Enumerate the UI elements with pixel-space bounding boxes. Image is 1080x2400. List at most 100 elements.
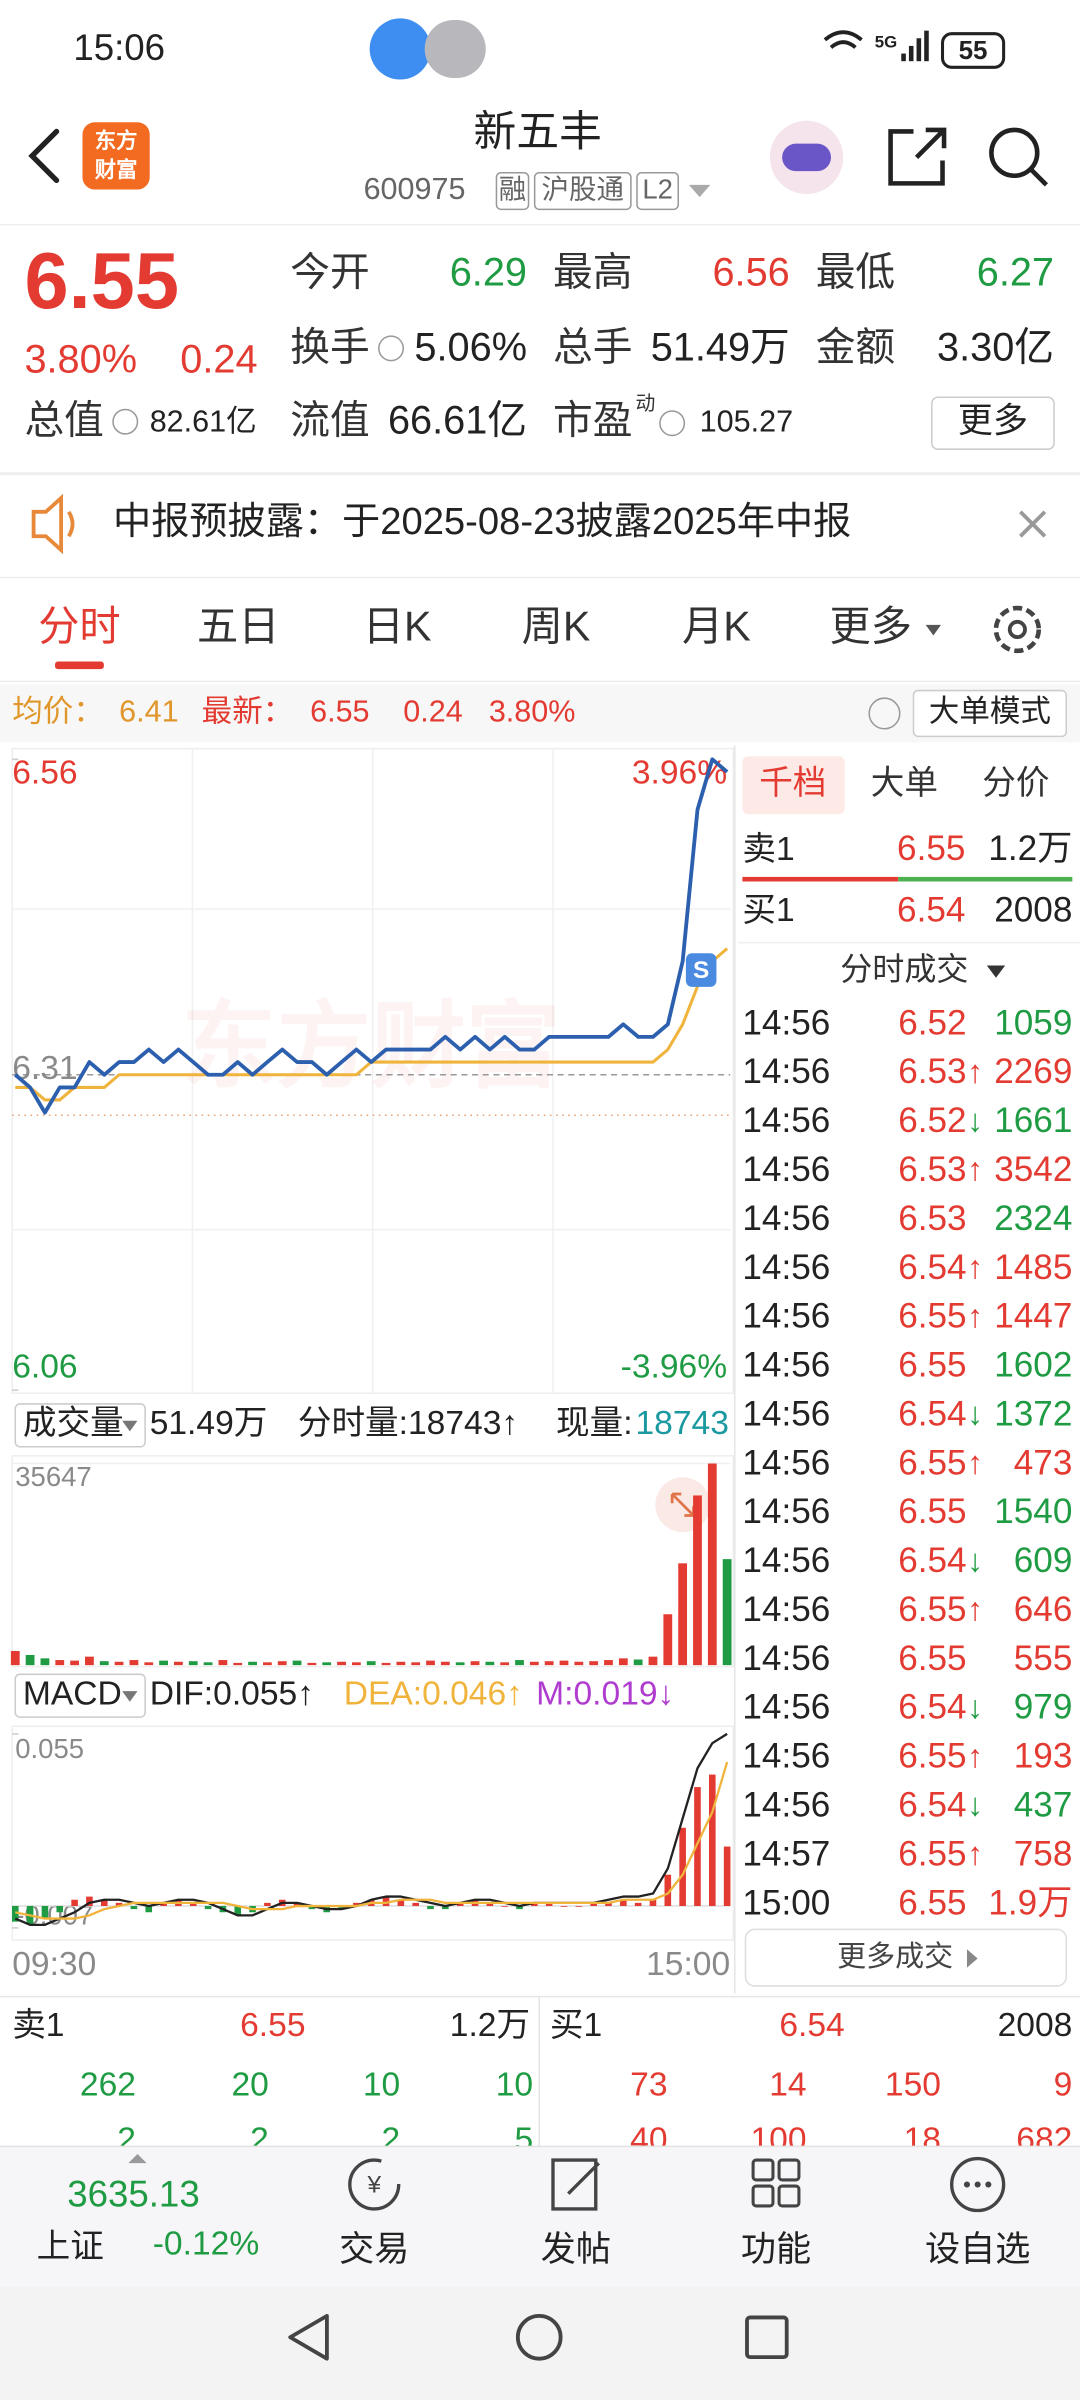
depth-cell: 10 (496, 2067, 533, 2104)
notice-text[interactable]: 中报预披露：于2025-08-23披露2025年中报 (113, 500, 851, 543)
nav-item[interactable]: 功能 (741, 2230, 811, 2269)
macd-bar (204, 1905, 212, 1910)
volume-bar (485, 1661, 495, 1666)
index-name[interactable]: 上证 (37, 2229, 104, 2266)
more-trades-label[interactable]: 更多成交 (837, 1940, 953, 1973)
latest-value: 6.55 (310, 695, 369, 729)
more-trades-button[interactable] (744, 1928, 1068, 1987)
wifi-icon (823, 30, 863, 49)
field-value: 6.27 (977, 251, 1054, 295)
close-button[interactable] (1019, 510, 1047, 538)
index-value[interactable]: 3635.13 (67, 2173, 200, 2214)
depth-tab[interactable]: 千档 (759, 764, 826, 802)
bid-price: 6.54 (897, 890, 965, 929)
help-icon[interactable] (868, 697, 901, 730)
trade-price: 6.54 (898, 1394, 966, 1433)
search-button[interactable] (989, 127, 1040, 179)
share-button[interactable] (888, 127, 947, 186)
macd-bar (397, 1899, 405, 1906)
trade-direction: ↑ (967, 1249, 983, 1285)
ask-volume: 1.2万 (450, 2007, 530, 2044)
macd-bar (56, 1905, 64, 1913)
nav-icon (950, 2156, 1006, 2213)
system-recents[interactable] (745, 2315, 789, 2360)
volume-bar (529, 1661, 539, 1666)
field-label: 最低 (816, 251, 895, 295)
volume-bar (544, 1661, 554, 1666)
index-change[interactable]: -0.12% (153, 2226, 259, 2263)
volume-bar (559, 1660, 569, 1666)
tab[interactable]: 更多 (829, 603, 911, 649)
system-back[interactable] (288, 2313, 329, 2361)
mode-label[interactable]: 大单模式 (929, 695, 1051, 729)
series-line (14, 1732, 728, 1926)
volume-bar (322, 1662, 332, 1666)
trade-time: 14:56 (742, 1639, 830, 1678)
bid-volume: 2008 (994, 890, 1072, 929)
chart-frame (11, 1725, 735, 1941)
nav-item[interactable]: 发帖 (541, 2230, 611, 2269)
trade-time: 14:56 (742, 1443, 830, 1482)
trade-time: 14:56 (742, 1492, 830, 1531)
trade-volume: 1059 (994, 1003, 1072, 1042)
status-icon (369, 18, 431, 80)
search-handle (1029, 168, 1049, 187)
tab[interactable]: 分时 (38, 603, 120, 649)
logo-text: 东方 (95, 128, 138, 153)
x-tick-label: 09:30 (12, 1946, 96, 1983)
system-bar (0, 2286, 1080, 2400)
change: 0.24 (180, 338, 257, 382)
signal-badge-label[interactable]: S (693, 957, 709, 984)
macd-bar (11, 1905, 19, 1922)
tab[interactable]: 五日 (197, 603, 279, 649)
volume-bar (114, 1661, 124, 1666)
macd-bar (456, 1902, 464, 1906)
selector-label[interactable]: MACD (23, 1676, 122, 1713)
volume-bar (40, 1658, 50, 1666)
settings-core (1007, 619, 1027, 639)
y-tick-label: 35647 (15, 1461, 91, 1492)
trade-direction: ↓ (967, 1689, 983, 1725)
trade-volume: 437 (1014, 1785, 1073, 1824)
selector-box[interactable] (14, 1673, 146, 1718)
depth-tab[interactable]: 分价 (982, 765, 1049, 802)
nav-item[interactable]: 设自选 (925, 2230, 1030, 2269)
mode-button[interactable] (912, 689, 1068, 738)
system-home[interactable] (515, 2313, 563, 2361)
settings-button[interactable] (993, 605, 1042, 654)
dropdown-icon[interactable] (688, 184, 711, 198)
selector-box[interactable] (14, 1403, 146, 1448)
stock-name: 新五丰 (474, 108, 602, 156)
depth-cell: 20 (231, 2067, 268, 2104)
avg-value: 6.41 (119, 695, 178, 729)
trade-time: 14:56 (742, 1737, 830, 1776)
depth-cell: 150 (885, 2067, 941, 2104)
trade-volume: 1.9万 (988, 1883, 1072, 1922)
selector-label[interactable]: 成交量 (23, 1404, 124, 1442)
field-label: 最高 (553, 251, 632, 295)
tab-underline (54, 661, 104, 670)
trade-price: 6.55 (898, 1737, 966, 1776)
back-button[interactable] (28, 128, 60, 184)
stock-tag: 沪股通 (542, 173, 624, 204)
nav-item[interactable]: 交易 (339, 2230, 409, 2269)
macd-bar (545, 1902, 553, 1906)
current-volume: 18743 (635, 1405, 728, 1442)
macd-bar (412, 1902, 419, 1906)
expand-icon (670, 1492, 695, 1517)
tab[interactable]: 周K (522, 603, 591, 649)
tab[interactable]: 月K (682, 603, 751, 649)
tab[interactable]: 日K (363, 603, 432, 649)
volume-bar (663, 1614, 673, 1666)
macd-bar (605, 1902, 612, 1906)
volume-bar (188, 1661, 198, 1666)
more-button[interactable] (931, 396, 1055, 450)
more-button-label[interactable]: 更多 (958, 402, 1028, 441)
info-icon (112, 408, 139, 435)
depth-tab[interactable]: 大单 (871, 764, 938, 802)
volume-bar (248, 1661, 257, 1666)
macd-bar (160, 1902, 167, 1906)
depth-cell: 262 (80, 2067, 136, 2104)
signal-badge[interactable] (685, 953, 717, 987)
trades-title[interactable]: 分时成交 (840, 951, 968, 987)
